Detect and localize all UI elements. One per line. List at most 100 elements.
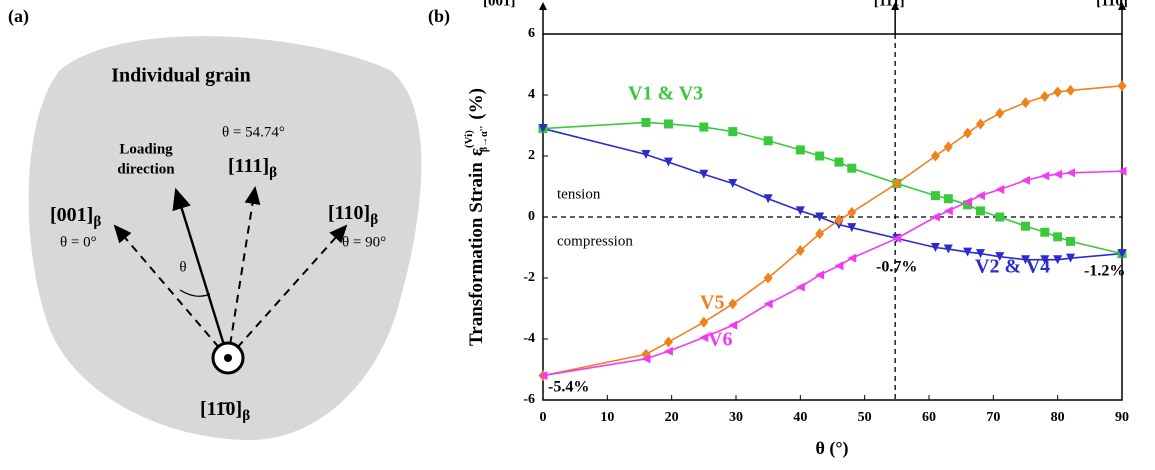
marker [663,336,673,348]
x-tick-label: 10 [600,410,614,425]
angle-arc [179,289,211,297]
panel-label: (b) [428,6,450,27]
marker [1117,80,1127,92]
marker [847,206,857,218]
marker [1053,232,1063,242]
x-tick-label: 90 [1115,410,1129,425]
marker [641,149,651,159]
annotation: compression [557,233,633,249]
x-tick-label: 20 [665,410,679,425]
marker [1021,255,1030,265]
marker [847,223,857,233]
marker [538,124,548,134]
marker [763,299,773,309]
marker [1066,253,1076,263]
marker [1117,166,1127,176]
marker [663,157,673,167]
y-tick-label: -2 [523,270,535,285]
y-tick-label: 6 [528,26,535,41]
marker [663,346,673,356]
dir-001 [113,224,229,359]
marker [815,212,825,222]
marker [847,163,857,173]
marker [975,118,985,130]
normal-label: [11̄0]β [200,398,250,425]
marker [1040,255,1050,265]
top-tick-arrow [1118,2,1126,10]
marker [1053,86,1063,98]
angle-label: θ = 90° [342,234,386,250]
marker [930,191,940,201]
marker [795,282,805,292]
marker [699,316,709,328]
marker [892,233,902,243]
marker [943,141,953,153]
marker [930,150,940,162]
marker [975,249,985,259]
marker [1040,171,1050,181]
y-axis-label: Transformation Strainε(Vi) β→α''(%) [463,88,491,346]
x-tick-label: 70 [986,410,1000,425]
direction-label: [111]β [228,155,277,182]
x-tick-label: 60 [922,410,936,425]
marker [538,371,548,381]
marker [834,157,844,167]
marker [943,194,953,204]
marker [641,354,651,364]
marker [975,191,985,201]
marker [1066,168,1076,178]
marker [1117,249,1127,259]
y-tick-label: 0 [528,209,535,224]
marker [728,178,738,188]
x-tick-label: 80 [1051,410,1065,425]
marker [1066,236,1076,246]
x-tick-label: 0 [540,410,547,425]
dir-111 [227,186,261,359]
top-tick-arrow [891,2,900,10]
marker [663,119,673,129]
series-label: V2 & V4 [975,256,1050,278]
annotation: -5.4% [548,379,589,396]
marker [1053,255,1063,265]
marker [995,252,1005,262]
marker [728,298,738,310]
marker [815,151,825,161]
marker [995,212,1005,222]
x-tick-label: 30 [729,410,743,425]
marker [963,127,973,139]
marker [975,206,985,216]
marker [930,243,940,252]
marker [995,185,1005,195]
marker [815,270,825,280]
marker [641,117,651,127]
marker [930,212,940,222]
marker [815,228,825,240]
marker [1040,91,1050,103]
marker [795,206,805,216]
marker [728,320,738,330]
series-label: V1 & V3 [628,83,703,105]
annotation: -1.2% [1084,263,1125,280]
annotation: tension [557,186,601,202]
marker [963,200,973,210]
marker [763,136,773,146]
diagram-title: Individual grain [111,65,251,87]
angle-symbol: θ [179,259,186,275]
loading-label: direction [117,161,175,177]
direction-label: [110]β [328,202,378,229]
marker [847,253,857,263]
y-tick-label: 4 [528,87,535,102]
series-line [542,85,1123,377]
marker [728,127,738,137]
marker [1066,84,1076,96]
marker [699,332,709,342]
x-tick-label: 40 [793,410,807,425]
marker [1021,221,1030,231]
marker [834,261,844,271]
marker [763,194,773,204]
marker [963,247,973,257]
marker [795,145,805,155]
marker [699,122,709,132]
angle-label: θ = 54.74° [222,124,285,140]
